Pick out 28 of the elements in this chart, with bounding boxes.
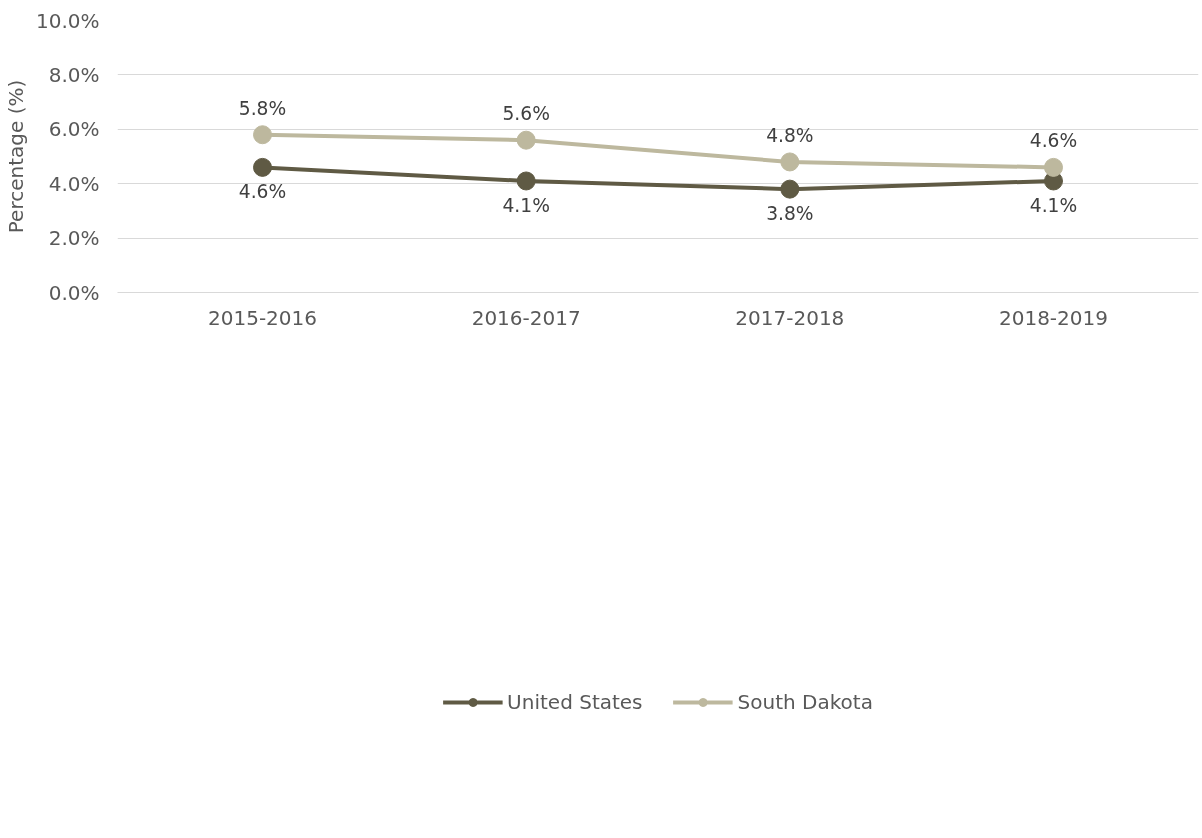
x-tick-label: 2015-2016: [208, 305, 318, 330]
data-label: 4.8%: [766, 124, 814, 146]
y-axis-title: Percentage (%): [3, 79, 28, 234]
point: [780, 179, 800, 199]
point: [253, 125, 273, 145]
data-label: 5.6%: [502, 103, 550, 125]
data-label: 3.8%: [766, 203, 814, 225]
data-label: 5.8%: [238, 97, 287, 119]
x-tick-label: 2017-2018: [735, 305, 845, 330]
data-label: 4.6%: [238, 181, 287, 203]
point: [516, 171, 536, 191]
data-label: 4.1%: [1029, 194, 1078, 216]
point: [1043, 157, 1063, 177]
legend-label: South Dakota: [737, 690, 873, 714]
point: [253, 157, 273, 177]
y-tick-label: 6.0%: [48, 117, 100, 142]
y-tick-label: 2.0%: [48, 226, 100, 251]
y-tick-label: 10.0%: [35, 8, 100, 33]
y-tick-label: 8.0%: [48, 62, 100, 87]
legend-label: United States: [507, 690, 643, 714]
y-tick-label: 0.0%: [48, 280, 100, 305]
data-label: 4.6%: [1029, 130, 1078, 152]
x-tick-label: 2016-2017: [471, 305, 581, 330]
data-label: 4.1%: [502, 194, 550, 216]
x-tick-label: 2018-2019: [998, 305, 1108, 330]
y-tick-label: 4.0%: [48, 171, 100, 196]
point: [516, 130, 536, 150]
point: [780, 152, 800, 172]
